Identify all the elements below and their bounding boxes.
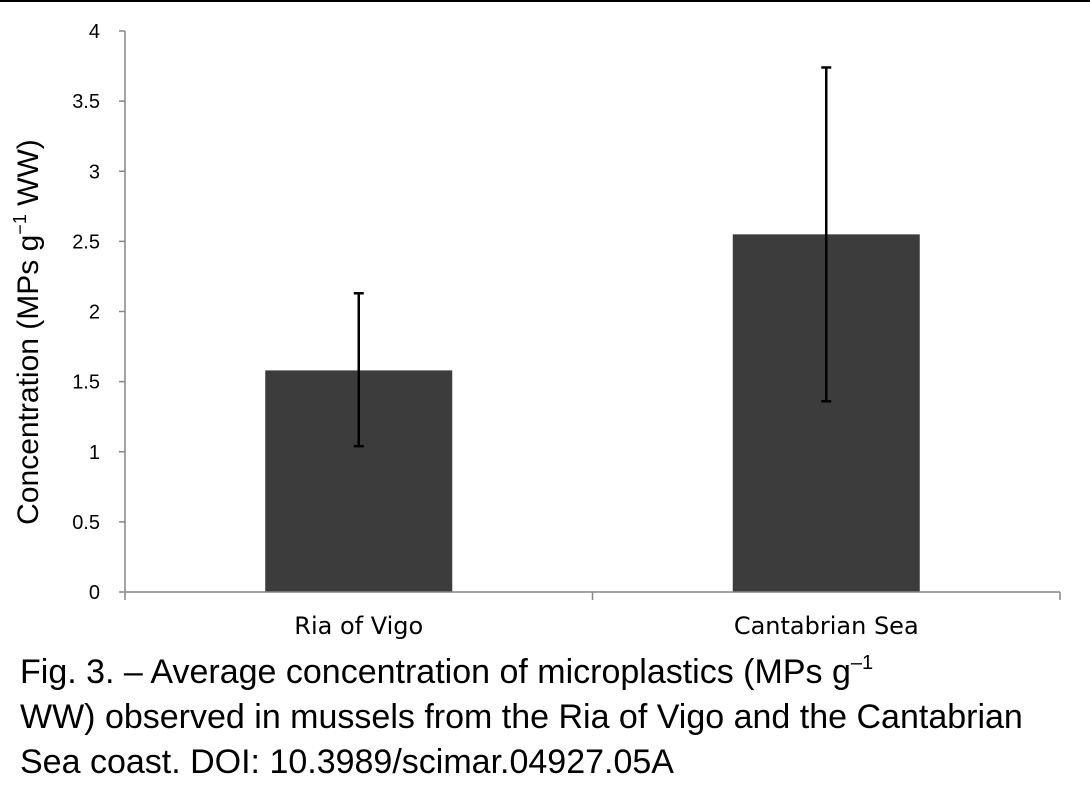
error-bars-layer [353, 66, 832, 448]
top-border-line [0, 0, 1090, 2]
y-tick-label-5: 2.5 [72, 231, 100, 253]
axes-layer [119, 30, 1061, 600]
y-tick-label-1: 0.5 [72, 512, 100, 534]
caption-rest: WW) observed in mussels from the Ria of … [20, 698, 1023, 781]
bars-layer [265, 234, 920, 593]
y-tick-label-3: 1.5 [72, 372, 100, 394]
figure-caption: Fig. 3. – Average concentration of micro… [20, 650, 1080, 785]
y-axis-label: Concentration (MPs g−1 WW) [10, 139, 45, 525]
x-tick-label-0: Ria of Vigo [294, 612, 423, 640]
y-axis-label-unit: WW) [12, 139, 45, 214]
x-tick-labels: Ria of Vigo Cantabrian Sea [294, 612, 918, 640]
y-tick-label-2: 1 [89, 442, 100, 464]
caption-line-start: Fig. 3. – Average concentration of micro… [20, 653, 851, 691]
bar-chart: 0 0.5 1 1.5 2 2.5 3 3.5 4 Ria of Vigo Cantabrian … [10, 21, 1061, 640]
y-tick-label-6: 3 [89, 161, 100, 183]
y-tick-label-8: 4 [89, 21, 100, 43]
y-tick-label-7: 3.5 [72, 91, 100, 113]
y-axis-label-exponent: −1 [10, 214, 30, 235]
x-tick-label-1: Cantabrian Sea [734, 612, 919, 640]
caption-exponent: –1 [850, 652, 874, 674]
y-tick-label-4: 2 [89, 302, 100, 324]
y-tick-label-0: 0 [89, 582, 100, 604]
y-tick-labels: 0 0.5 1 1.5 2 2.5 3 3.5 4 [72, 21, 100, 604]
y-axis-label-main: Concentration (MPs g [12, 235, 45, 525]
